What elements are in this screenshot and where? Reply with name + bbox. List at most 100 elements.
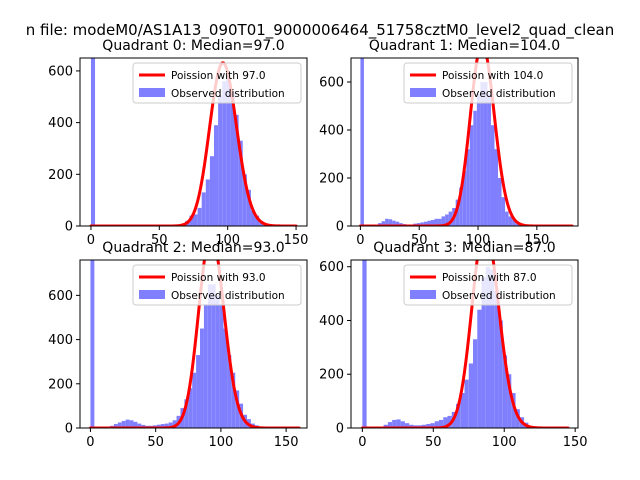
histogram-bar xyxy=(515,223,520,226)
histogram-bar xyxy=(438,218,442,226)
histogram-bar xyxy=(434,218,439,226)
histogram-bar xyxy=(480,82,484,226)
histogram-bar xyxy=(430,423,435,428)
histogram-bar xyxy=(490,269,495,428)
histogram-bar xyxy=(427,220,431,226)
legend-box xyxy=(403,62,573,104)
histogram-bar xyxy=(168,422,173,428)
histogram-bar xyxy=(385,218,389,226)
histogram-bar xyxy=(172,420,177,428)
x-tick-label: 150 xyxy=(563,435,588,450)
histogram-bar xyxy=(455,199,460,226)
histogram-bar xyxy=(209,156,215,226)
histogram-bar xyxy=(218,95,223,226)
histogram-bar xyxy=(473,110,477,226)
histogram-bar xyxy=(421,424,427,428)
y-tick-label: 0 xyxy=(65,220,73,235)
histogram-bar xyxy=(222,81,227,226)
histogram-bar xyxy=(164,423,169,428)
histogram-bar xyxy=(238,140,243,226)
poisson-curve xyxy=(89,61,298,226)
legend-bar-swatch xyxy=(139,290,165,299)
histogram-bar xyxy=(133,421,138,428)
axes-frame xyxy=(79,259,308,429)
legend-box xyxy=(403,264,573,306)
legend-bar-swatch xyxy=(410,290,436,299)
histogram-bar xyxy=(430,220,435,226)
subplot-title: Quadrant 2: Median=93.0 xyxy=(102,240,284,256)
histogram-bar xyxy=(396,419,401,428)
histogram-bar xyxy=(392,419,397,428)
x-tick-label: 0 xyxy=(86,435,94,450)
histogram-bar xyxy=(117,422,122,428)
histogram-bar xyxy=(383,424,388,428)
histogram-bar xyxy=(420,222,424,226)
histogram-bar xyxy=(485,266,491,428)
histogram-bar xyxy=(387,422,393,428)
histogram-bar xyxy=(137,423,142,428)
x-tick-label: 150 xyxy=(284,233,309,248)
histogram-bar xyxy=(498,320,503,428)
histogram-bar xyxy=(498,178,502,226)
histogram-bar xyxy=(121,420,126,428)
y-tick-label: 600 xyxy=(319,76,344,91)
histogram-bar xyxy=(184,399,189,428)
histogram-bar xyxy=(129,420,134,428)
y-tick-label: 200 xyxy=(319,368,344,383)
subplot-quadrant-1: 0 50 100 150 0 200 400 600 Quadrant 1: Median=10… xyxy=(319,38,579,248)
legend-label: Poission with 97.0 xyxy=(171,70,266,82)
y-tick-label: 400 xyxy=(48,333,73,348)
legend-box xyxy=(132,62,302,104)
histogram-bar xyxy=(226,77,231,226)
y-tick-label: 0 xyxy=(336,422,344,437)
histogram-bar xyxy=(160,424,165,428)
histogram-bar xyxy=(494,290,499,428)
y-tick-label: 200 xyxy=(48,377,73,392)
histogram-bar xyxy=(464,379,469,428)
histogram-bar xyxy=(395,221,400,226)
histogram-bar xyxy=(242,174,247,226)
legend-label: Poission with 87.0 xyxy=(442,272,537,284)
histogram-bar xyxy=(231,372,236,428)
histogram-bar xyxy=(392,220,396,226)
histogram-bar xyxy=(90,260,95,428)
legend-label: Observed distribution xyxy=(442,88,556,100)
histogram-bar xyxy=(409,424,414,428)
x-tick-label: 50 xyxy=(151,233,168,248)
histogram-bar xyxy=(487,94,491,226)
axes-frame xyxy=(350,57,579,227)
histogram-bar xyxy=(156,424,161,428)
y-tick-label: 600 xyxy=(48,64,73,79)
subplot-title: Quadrant 3: Median=87.0 xyxy=(373,240,555,256)
histogram-bar xyxy=(438,419,444,428)
figure-suptitle: n file: modeM0/AS1A13_090T01_9000006464_… xyxy=(26,21,615,40)
y-tick-label: 400 xyxy=(319,124,344,139)
histogram-bar xyxy=(211,284,216,428)
histogram-bar xyxy=(141,424,146,428)
subplot-quadrant-3: 0 50 100 150 0 200 400 600 Quadrant 3: Median=87… xyxy=(319,240,588,450)
histogram-bar xyxy=(501,197,506,226)
histogram-bar xyxy=(462,170,467,226)
histogram-bar xyxy=(125,419,130,428)
plot-area xyxy=(89,58,298,226)
histogram-bar xyxy=(447,415,452,428)
histogram-bar xyxy=(476,94,481,226)
histogram-bar xyxy=(90,58,96,226)
legend-bar-swatch xyxy=(139,88,165,97)
y-tick-label: 400 xyxy=(48,116,73,131)
legend-box xyxy=(132,264,302,306)
histogram-bar xyxy=(230,91,235,226)
legend: Poission with 104.0 Observed distribution xyxy=(403,62,573,104)
histogram-bar xyxy=(505,211,509,226)
subplot-quadrant-0: 0 50 100 150 0 200 400 600 Quadrant 0: Median=97… xyxy=(48,38,308,248)
histogram-bar xyxy=(362,260,367,428)
x-tick-label: 0 xyxy=(356,233,364,248)
histogram-bar xyxy=(214,125,219,226)
histogram-bar xyxy=(255,215,260,226)
histogram-bar xyxy=(205,179,210,226)
x-tick-label: 150 xyxy=(274,435,299,450)
histogram-bar xyxy=(250,210,256,226)
histogram-bar xyxy=(507,374,512,428)
plot-area xyxy=(88,260,301,428)
histogram-bar xyxy=(494,149,499,226)
